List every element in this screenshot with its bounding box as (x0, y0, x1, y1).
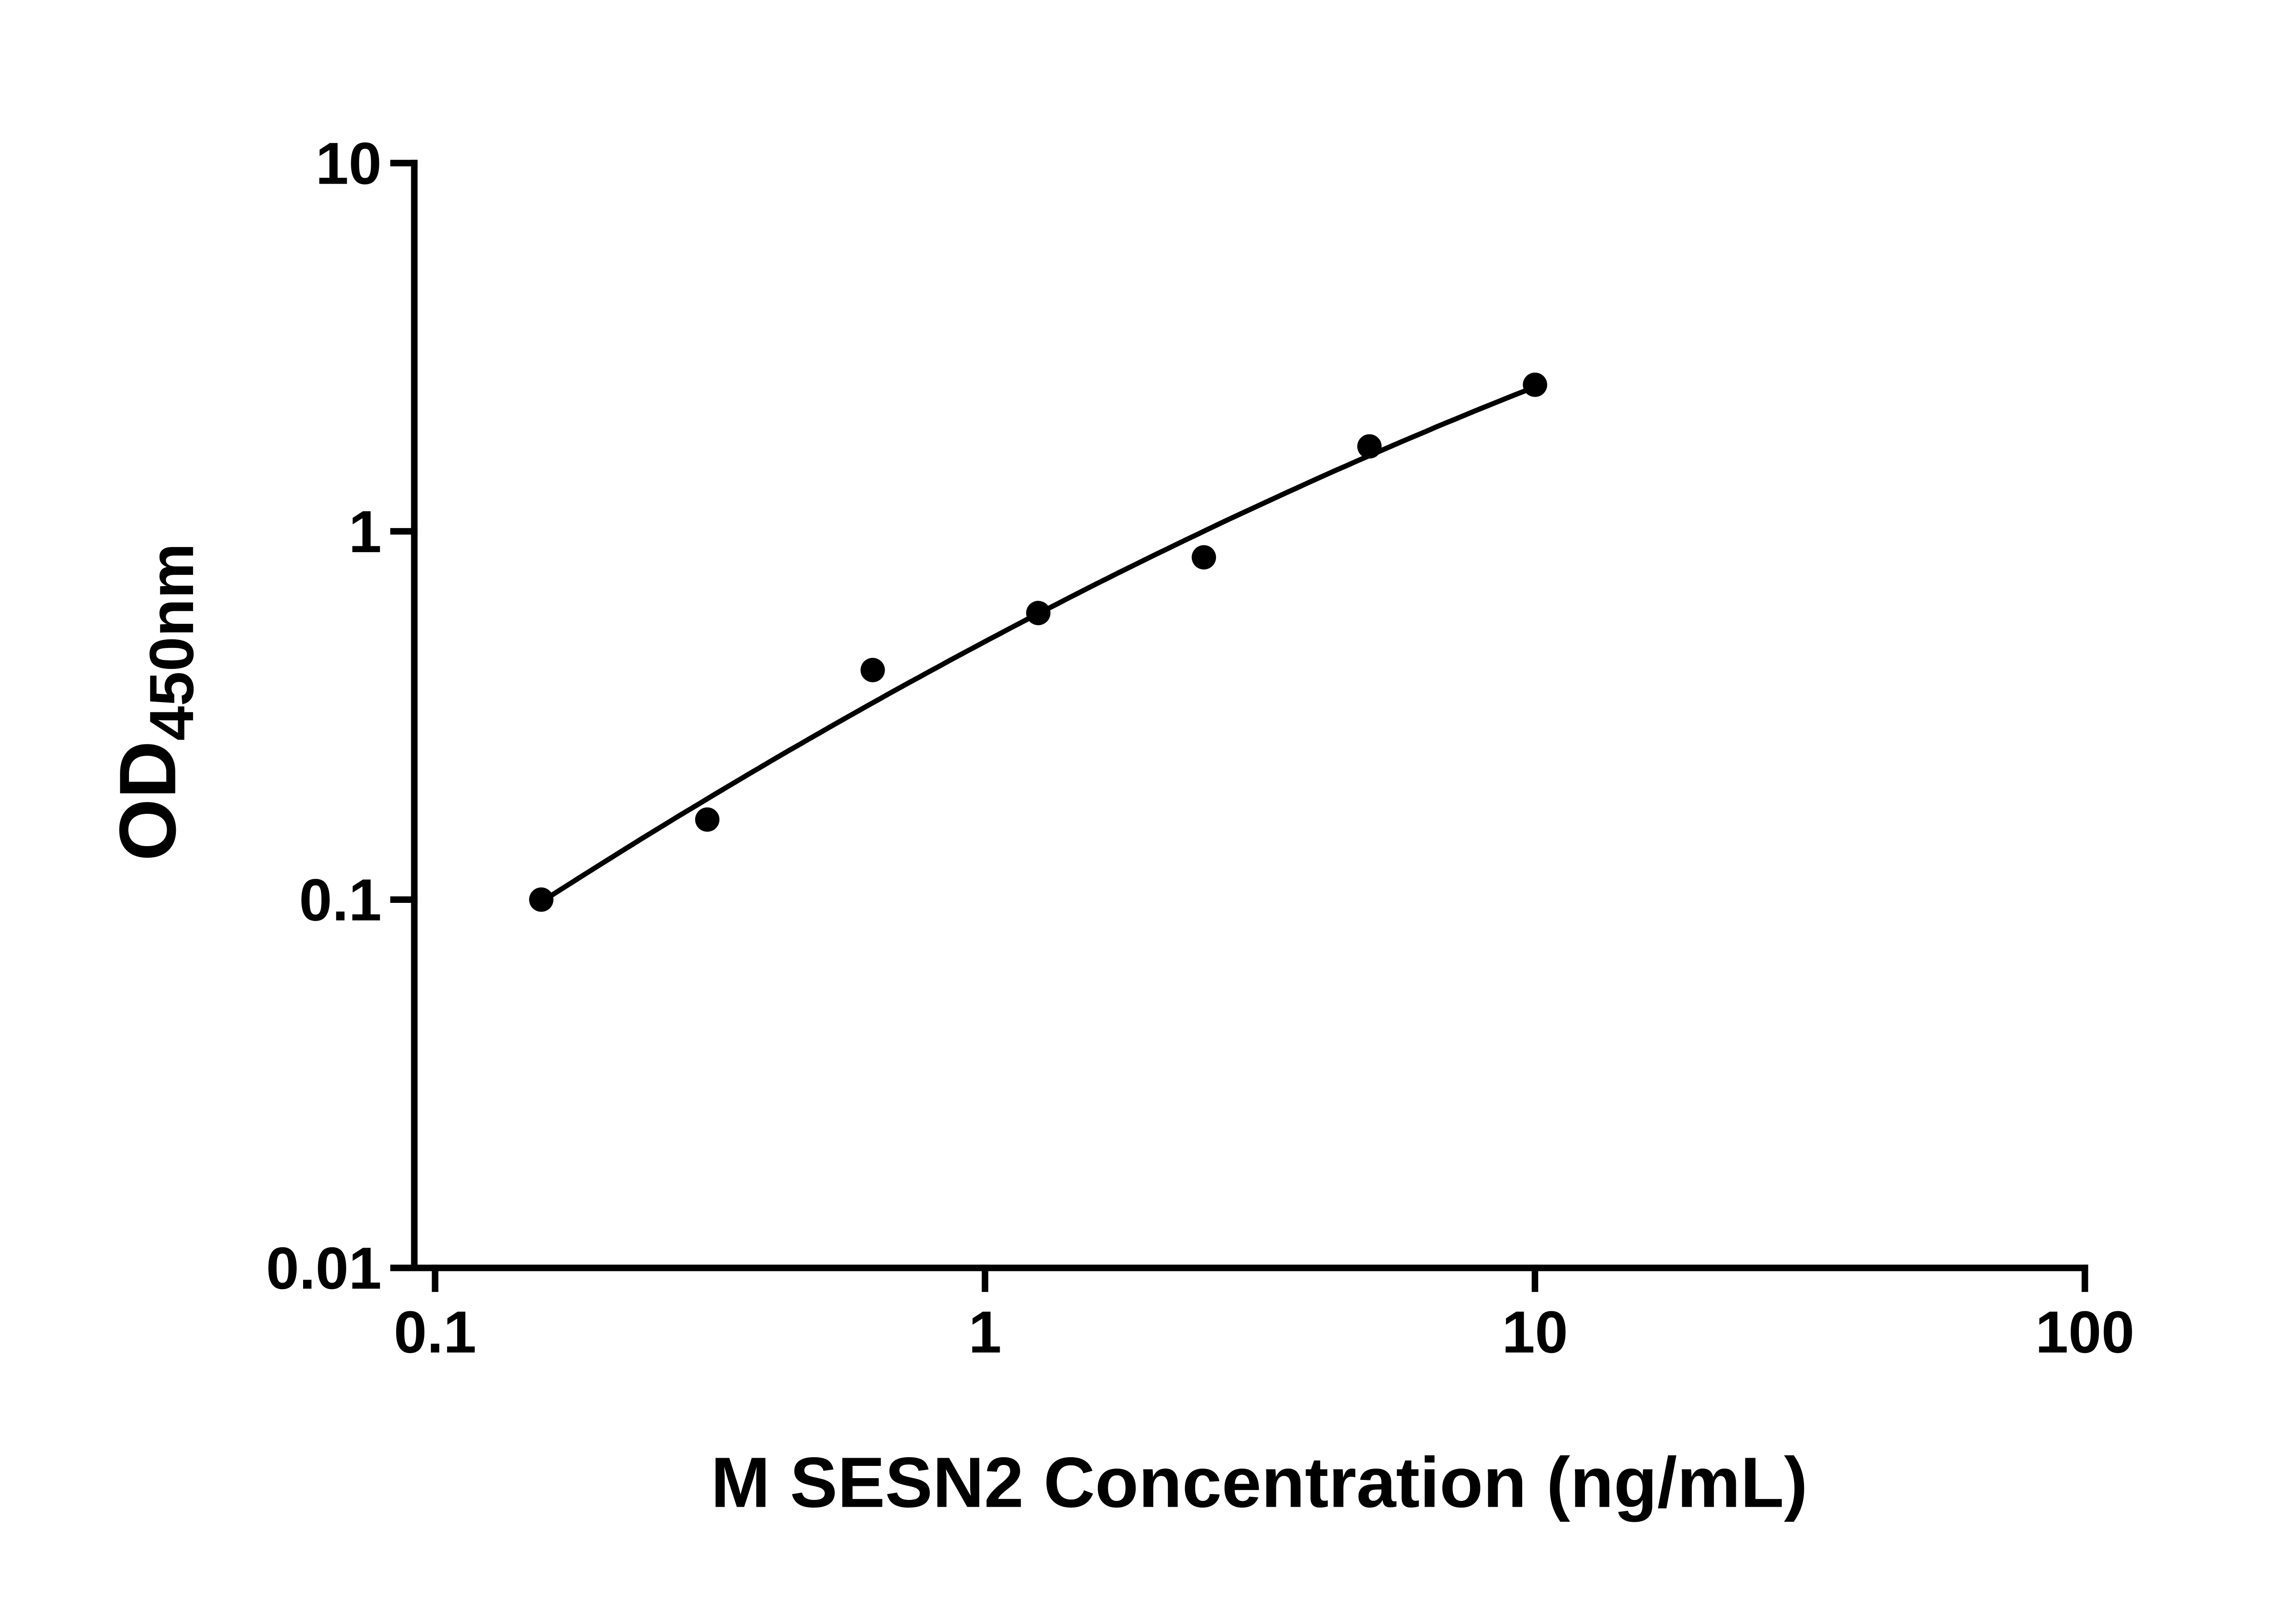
fit-curve (540, 384, 1536, 904)
y-tick-label: 0.1 (299, 867, 382, 933)
y-tick-label: 1 (349, 498, 382, 565)
data-point (1523, 373, 1547, 397)
data-point (1026, 601, 1051, 625)
x-tick-label: 100 (2035, 1299, 2134, 1365)
x-tick-label: 10 (1502, 1299, 1568, 1365)
x-axis-title: M SESN2 Concentration (ng/mL) (711, 1443, 1808, 1522)
y-axis-title-main: OD (103, 741, 193, 861)
y-axis-title-subscript: 450nm (137, 543, 207, 741)
y-tick-label: 0.01 (266, 1235, 381, 1301)
y-tick-label: 10 (315, 130, 381, 197)
x-tick-label: 0.1 (394, 1299, 477, 1365)
y-axis-title: OD450nm (103, 543, 207, 861)
data-point (1191, 545, 1216, 570)
data-point (695, 807, 720, 832)
x-tick-label: 1 (968, 1299, 1001, 1365)
svg-text:OD450nm: OD450nm (103, 543, 207, 861)
data-point (1357, 434, 1382, 459)
data-point (529, 887, 553, 912)
data-point (860, 658, 885, 682)
